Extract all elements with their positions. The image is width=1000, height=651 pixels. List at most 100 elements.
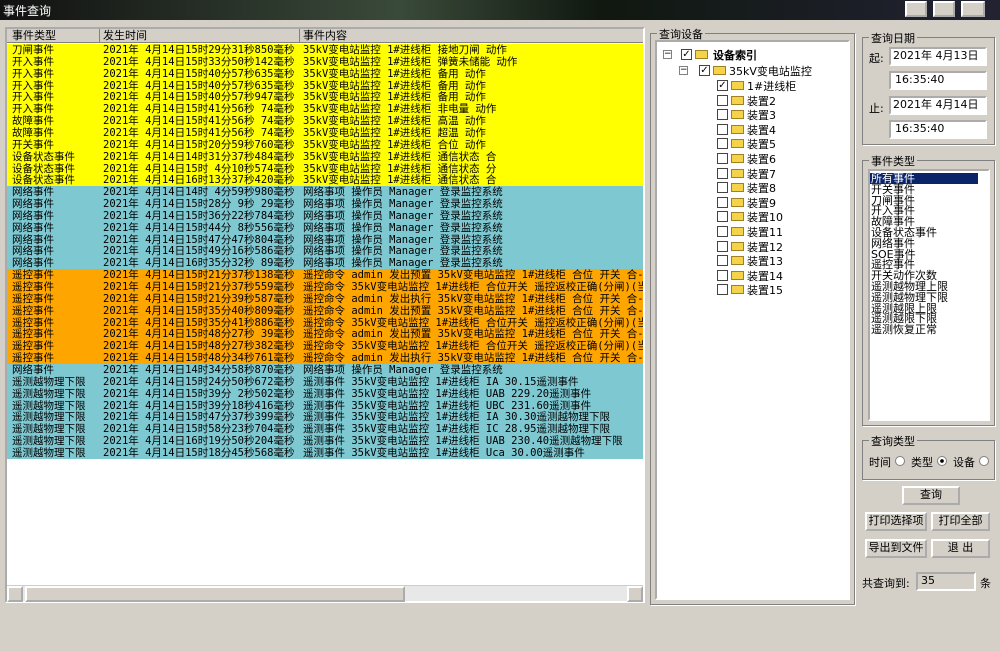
start-time[interactable]: 16:35:40 <box>889 71 987 90</box>
table-row[interactable]: 开入事件 2021年 4月14日15时33分50秒142毫秒 35kV变电站监控 1… <box>7 55 643 68</box>
close-button[interactable] <box>961 1 985 17</box>
checkbox[interactable] <box>717 269 728 281</box>
table-row[interactable]: 网络事件 2021年 4月14日14时34分58秒870毫秒 网络事项 操作员 Ma… <box>7 363 643 376</box>
table-row[interactable]: 设备状态事件 2021年 4月14日15时 4分10秒574毫秒 35kV变电站监控… <box>7 162 643 175</box>
checkbox[interactable] <box>717 153 728 164</box>
table-row[interactable]: 遥控事件 2021年 4月14日15时48分34秒761毫秒 遥控命令 admin … <box>7 352 643 365</box>
maximize-button[interactable] <box>933 1 955 17</box>
query-button[interactable]: 查询 <box>902 486 960 505</box>
event-type-item[interactable]: 开入事件 <box>871 204 915 218</box>
table-row[interactable]: 故障事件 2021年 4月14日15时41分56秒 74毫秒 35kV变电站监控 1… <box>7 115 643 128</box>
table-row[interactable]: 遥测越物理下限 2021年 4月14日15时24分50秒672毫秒 遥测事件 35k… <box>7 375 643 388</box>
checkbox[interactable]: ✓ <box>717 80 728 91</box>
tree-device[interactable]: 装置8 <box>747 182 776 196</box>
tree-device[interactable]: 装置3 <box>747 109 776 123</box>
checkbox[interactable] <box>717 182 728 194</box>
tree-device[interactable]: 装置6 <box>747 153 776 166</box>
checkbox[interactable] <box>717 109 728 121</box>
table-row[interactable]: 遥测越物理下限 2021年 4月14日15时39分 2秒502毫秒 遥测事件 35k… <box>7 387 643 400</box>
minimize-button[interactable] <box>905 1 927 17</box>
end-time[interactable]: 16:35:40 <box>889 120 987 139</box>
tree-device[interactable]: 装置12 <box>747 240 783 254</box>
table-row[interactable]: 设备状态事件 2021年 4月14日14时31分37秒484毫秒 35kV变电站监控… <box>7 150 643 163</box>
event-type-item[interactable]: 开关事件 <box>871 182 915 196</box>
checkbox[interactable] <box>717 240 728 252</box>
radio[interactable] <box>937 456 947 466</box>
expander[interactable]: − <box>663 49 672 59</box>
table-row[interactable]: 开入事件 2021年 4月14日15时41分56秒 74毫秒 35kV变电站监控 1… <box>7 103 643 116</box>
checkbox[interactable]: ✓ <box>699 65 710 76</box>
table-row[interactable]: 网络事件 2021年 4月14日15时47分47秒804毫秒 网络事项 操作员 Ma… <box>7 233 643 246</box>
checkbox[interactable] <box>717 94 728 106</box>
table-row[interactable]: 遥测越物理下限 2021年 4月14日15时39分18秒416毫秒 遥测事件 35k… <box>7 399 643 412</box>
checkbox[interactable] <box>717 284 728 296</box>
table-row[interactable]: 设备状态事件 2021年 4月14日16时13分37秒420毫秒 35kV变电站监控… <box>7 174 643 187</box>
tree-device[interactable]: 装置11 <box>747 226 783 239</box>
export-button[interactable]: 导出到文件 <box>865 539 927 558</box>
table-row[interactable]: 遥测越物理下限 2021年 4月14日15时47分37秒399毫秒 遥测事件 35k… <box>7 411 643 424</box>
event-type-item[interactable]: 遥测越限上限 <box>871 301 937 315</box>
radio-label[interactable]: 类型 <box>911 456 933 469</box>
table-row[interactable]: 遥控事件 2021年 4月14日15时35分41秒886毫秒 遥控命令 35kV变电… <box>7 316 643 329</box>
radio[interactable] <box>895 456 905 466</box>
radio[interactable] <box>979 456 989 466</box>
tree-device[interactable]: 装置5 <box>747 138 776 152</box>
table-row[interactable]: 遥测越物理下限 2021年 4月14日15时58分23秒704毫秒 遥测事件 35k… <box>7 423 643 436</box>
table-row[interactable]: 网络事件 2021年 4月14日15时36分22秒784毫秒 网络事项 操作员 Ma… <box>7 209 643 222</box>
table-row[interactable]: 开入事件 2021年 4月14日15时40分57秒635毫秒 35kV变电站监控 1… <box>7 67 643 80</box>
print-selected-button[interactable]: 打印选择项 <box>865 512 927 531</box>
radio-label[interactable]: 时间 <box>869 456 891 469</box>
checkbox[interactable] <box>717 211 728 223</box>
checkbox[interactable]: ✓ <box>681 49 692 60</box>
table-row[interactable]: 遥控事件 2021年 4月14日15时48分27秒382毫秒 遥控命令 35kV变电… <box>7 340 643 353</box>
tree-device[interactable]: 装置2 <box>747 94 776 108</box>
tree-device[interactable]: 装置7 <box>747 167 776 181</box>
table-row[interactable]: 网络事件 2021年 4月14日15时28分 9秒 29毫秒 网络事项 操作员 Ma… <box>7 198 643 211</box>
table-row[interactable]: 遥控事件 2021年 4月14日15时35分40秒809毫秒 遥控命令 admin … <box>7 304 643 317</box>
checkbox[interactable] <box>717 138 728 150</box>
table-row[interactable]: 开入事件 2021年 4月14日15时40分57秒635毫秒 35kV变电站监控 1… <box>7 79 643 92</box>
tree-device[interactable]: 装置9 <box>747 196 776 210</box>
event-type-item[interactable]: 遥控事件 <box>871 258 915 272</box>
checkbox[interactable] <box>717 196 728 208</box>
checkbox[interactable] <box>717 167 728 179</box>
print-all-button[interactable]: 打印全部 <box>931 512 990 531</box>
checkbox[interactable] <box>717 255 728 267</box>
expander[interactable]: − <box>679 65 688 75</box>
radio-label[interactable]: 设备 <box>953 456 975 469</box>
table-row[interactable]: 遥控事件 2021年 4月14日15时48分27秒 39毫秒 遥控命令 admin … <box>7 328 643 341</box>
table-row[interactable]: 网络事件 2021年 4月14日14时 4分59秒980毫秒 网络事项 操作员 Ma… <box>7 186 643 199</box>
event-type-item[interactable]: 遥测恢复正常 <box>871 323 937 337</box>
table-row[interactable]: 遥控事件 2021年 4月14日15时21分37秒559毫秒 遥控命令 35kV变电… <box>7 281 643 293</box>
event-type-item[interactable]: 遥测越物理上限 <box>871 280 948 293</box>
table-row[interactable]: 遥控事件 2021年 4月14日15时21分37秒138毫秒 遥控命令 admin … <box>7 269 643 282</box>
tree-device[interactable]: 装置13 <box>747 255 783 269</box>
tree-device[interactable]: 1#进线柜 <box>747 80 797 93</box>
tree-device[interactable]: 装置14 <box>747 269 783 283</box>
event-type-item[interactable]: 故障事件 <box>871 215 915 229</box>
exit-button[interactable]: 退 出 <box>931 539 990 558</box>
table-row[interactable]: 开入事件 2021年 4月14日15时40分57秒947毫秒 35kV变电站监控 1… <box>7 91 643 104</box>
scroll-right[interactable] <box>627 586 643 602</box>
event-type-item[interactable]: 所有事件 <box>870 173 978 184</box>
h-scrollbar[interactable] <box>7 585 643 602</box>
event-type-item[interactable]: 刀闸事件 <box>871 193 915 207</box>
event-type-item[interactable]: 遥测越限下限 <box>871 312 937 326</box>
tree-device[interactable]: 装置4 <box>747 123 776 137</box>
table-row[interactable]: 网络事件 2021年 4月14日15时44分 8秒556毫秒 网络事项 操作员 Ma… <box>7 221 643 234</box>
scroll-thumb[interactable] <box>25 586 405 602</box>
table-row[interactable]: 遥测越物理下限 2021年 4月14日15时18分45秒568毫秒 遥测事件 35k… <box>7 446 643 459</box>
table-row[interactable]: 刀闸事件 2021年 4月14日15时29分31秒850毫秒 35kV变电站监控 1… <box>7 44 643 56</box>
event-type-item[interactable]: 开关动作次数 <box>871 269 937 283</box>
event-type-item[interactable]: SOE事件 <box>871 247 916 261</box>
table-row[interactable]: 遥测越物理下限 2021年 4月14日16时19分50秒204毫秒 遥测事件 35k… <box>7 435 643 448</box>
table-row[interactable]: 网络事件 2021年 4月14日16时35分32秒 89毫秒 网络事项 操作员 Ma… <box>7 257 643 270</box>
table-row[interactable]: 故障事件 2021年 4月14日15时41分56秒 74毫秒 35kV变电站监控 1… <box>7 126 643 139</box>
event-type-item[interactable]: 设备状态事件 <box>871 226 937 239</box>
table-row[interactable]: 遥控事件 2021年 4月14日15时21分39秒587毫秒 遥控命令 admin … <box>7 292 643 305</box>
start-date[interactable]: 2021年 4月13日 <box>889 47 987 66</box>
checkbox[interactable] <box>717 226 728 237</box>
scroll-left[interactable] <box>7 586 23 602</box>
end-date[interactable]: 2021年 4月14日 <box>889 96 987 115</box>
checkbox[interactable] <box>717 123 728 135</box>
